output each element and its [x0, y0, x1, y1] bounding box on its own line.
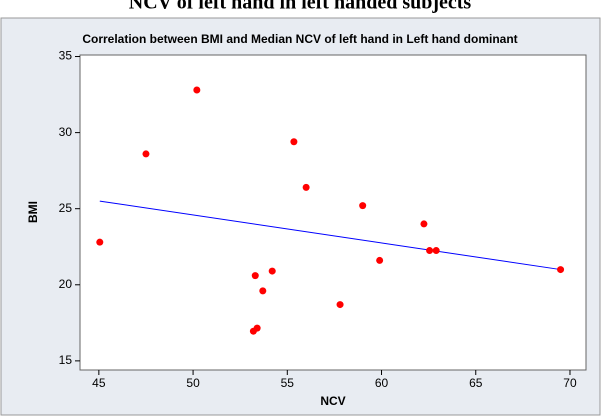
point [251, 272, 259, 280]
x-tick-label: 55 [281, 376, 295, 390]
y-axis-label: BMI [26, 201, 40, 223]
chart-title: Correlation between BMI and Median NCV o… [82, 32, 517, 46]
header: NCV of left hand in left handed subjects [129, 0, 472, 14]
point [426, 247, 434, 255]
point [420, 220, 428, 228]
point [253, 324, 261, 332]
x-axis-label: NCV [320, 394, 345, 408]
x-tick-label: 70 [563, 376, 577, 390]
point [376, 256, 384, 264]
y-tick-label: 25 [59, 201, 73, 215]
point [557, 266, 565, 274]
point [336, 301, 344, 309]
plot-area [79, 54, 587, 371]
y-tick-label: 20 [59, 277, 73, 291]
x-tick-label: 45 [92, 376, 106, 390]
point [142, 150, 150, 158]
point [268, 267, 276, 275]
trend-line [99, 200, 561, 271]
y-tick-label: 30 [59, 125, 73, 139]
point [290, 138, 298, 146]
point [193, 86, 201, 94]
point [259, 287, 267, 295]
point [359, 202, 367, 210]
point [96, 238, 104, 246]
x-tick-label: 65 [469, 376, 483, 390]
point [432, 247, 440, 255]
x-tick-label: 50 [186, 376, 200, 390]
y-tick-label: 35 [59, 49, 73, 63]
x-tick-label: 60 [375, 376, 389, 390]
point [302, 183, 310, 191]
y-tick-label: 15 [59, 353, 73, 367]
